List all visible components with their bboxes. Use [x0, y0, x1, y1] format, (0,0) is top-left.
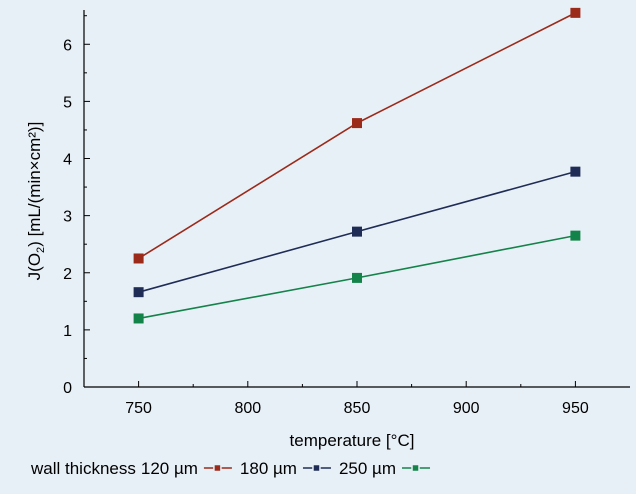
x-axis-title: temperature [°C] [290, 431, 415, 450]
x-tick-label: 800 [234, 400, 261, 417]
legend-swatch-marker [213, 463, 222, 473]
legend-label-2: 180 µm [240, 459, 297, 478]
data-point [352, 272, 362, 283]
data-point [133, 253, 144, 264]
series-line [138, 12, 576, 260]
series-1 [133, 7, 581, 264]
legend-label-3: 250 µm [339, 459, 396, 478]
y-tick-label: 1 [63, 323, 72, 340]
x-tick-label: 750 [125, 400, 152, 417]
data-point [133, 287, 144, 298]
data-point [352, 118, 362, 129]
x-tick-label: 850 [344, 400, 371, 417]
data-point [352, 226, 362, 237]
series-3 [133, 230, 581, 324]
x-tick-label: 900 [453, 400, 480, 417]
data-point [570, 7, 581, 18]
series-layer [133, 7, 581, 324]
y-axis-title-main: J(O [25, 253, 44, 280]
y-tick-label: 6 [63, 37, 72, 54]
data-point [570, 230, 581, 241]
y-tick-label: 0 [63, 380, 72, 397]
axes: 0 1 2 3 4 5 6 750 800 850 900 950 [63, 10, 630, 417]
y-tick-label: 5 [63, 94, 72, 111]
legend-prefix: wall thickness [30, 459, 136, 478]
data-point [133, 313, 144, 324]
y-tick-label: 4 [63, 152, 72, 169]
y-axis-title-rest: ) [mL/(min×cm²)] [25, 122, 44, 247]
x-tick-label: 950 [562, 400, 589, 417]
legend-label-1: 120 µm [141, 459, 198, 478]
y-tick-label: 2 [63, 266, 72, 283]
legend: wall thickness 120 µm 180 µm 250 µm [30, 459, 431, 478]
y-tick-label: 3 [63, 209, 72, 226]
y-axis-title-sub: 2 [35, 247, 47, 253]
legend-swatch-marker [411, 463, 420, 473]
data-point [570, 166, 581, 177]
legend-swatch-marker [312, 463, 321, 473]
series-2 [133, 166, 581, 298]
y-axis-title: J(O2) [mL/(min×cm²)] [25, 122, 47, 281]
